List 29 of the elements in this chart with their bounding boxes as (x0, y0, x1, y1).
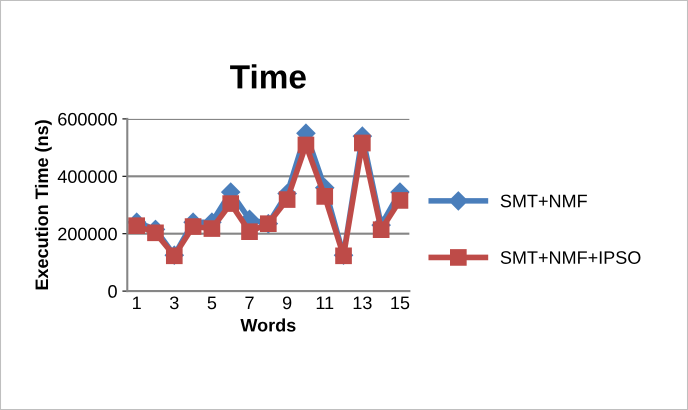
point (147, 224, 164, 242)
x-axis-title: Words (240, 318, 296, 332)
x-tick-label: 13 (354, 296, 372, 310)
y-tick-label: 0 (108, 285, 117, 298)
point (354, 134, 371, 152)
point (184, 218, 202, 235)
point (316, 188, 334, 205)
y-tick-label: 600000 (58, 112, 117, 126)
chart-title: Time (230, 64, 306, 89)
point (298, 136, 314, 154)
y-tick-label: 200000 (58, 228, 117, 240)
point (392, 192, 408, 209)
x-tick-label: 5 (208, 296, 216, 310)
x-tick-label: 3 (170, 296, 179, 310)
legend-label: SMT+NMF+IPSO (500, 251, 640, 264)
x-tick-label: 15 (391, 296, 410, 310)
x-tick-label: 11 (316, 296, 334, 310)
point (222, 195, 240, 212)
point (128, 217, 146, 234)
x-tick-label: 9 (282, 296, 292, 310)
point (204, 220, 220, 237)
x-tick-label: 7 (245, 296, 254, 310)
x-tick-label: 1 (133, 296, 141, 310)
point (372, 221, 390, 238)
legend-label: SMT+NMF (500, 194, 587, 208)
point (278, 191, 296, 208)
y-axis-title: Execution Time (ns) (34, 120, 52, 290)
point (241, 223, 258, 240)
y-tick-label: 400000 (58, 170, 117, 184)
